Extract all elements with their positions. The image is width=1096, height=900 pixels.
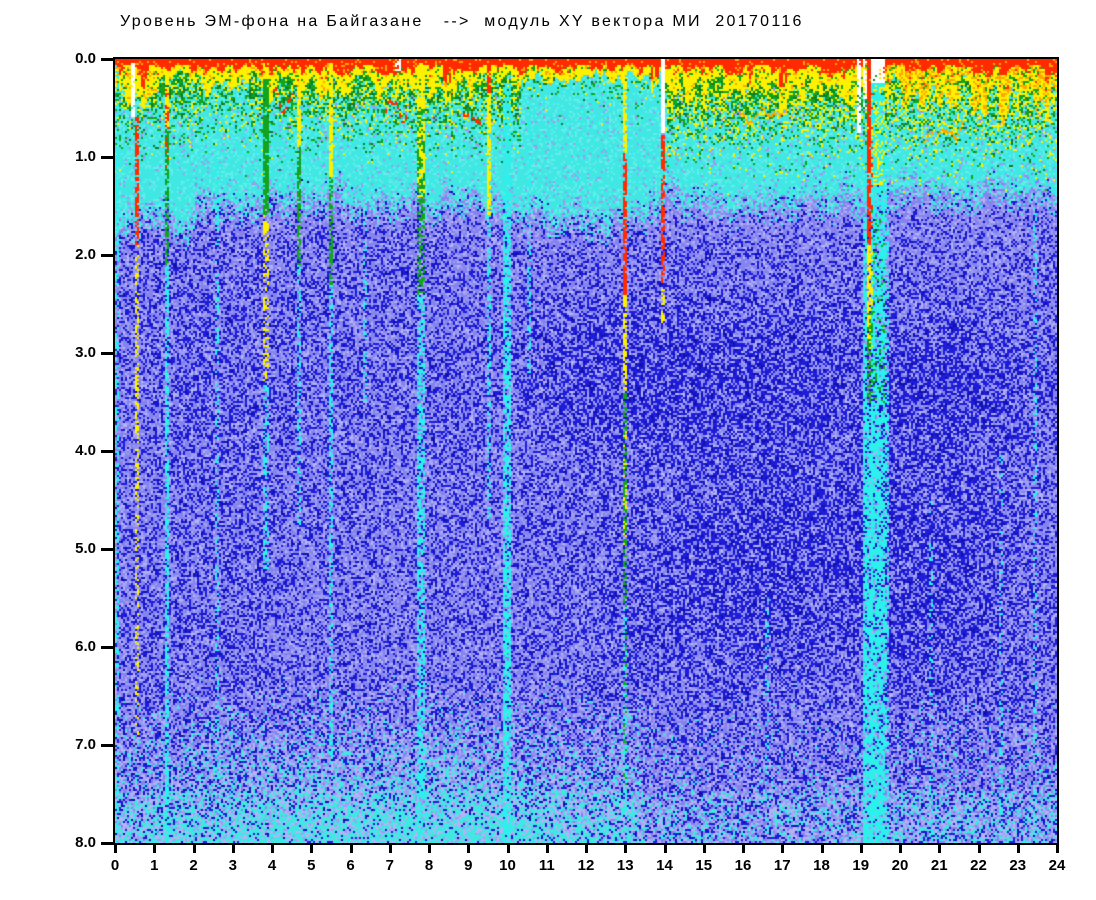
y-tick-label: 0.0 — [75, 50, 96, 67]
x-tick-label: 15 — [695, 857, 713, 874]
x-tick-label: 17 — [773, 857, 791, 874]
x-tick-mark — [231, 845, 235, 853]
x-tick-mark — [624, 845, 628, 853]
x-tick-mark — [271, 845, 274, 853]
y-tick-label: 4.0 — [75, 442, 96, 459]
y-tick-mark — [101, 254, 113, 257]
x-tick-mark — [1016, 845, 1020, 853]
x-tick-mark — [192, 845, 196, 853]
x-tick-label: 6 — [346, 857, 355, 874]
x-tick-mark — [859, 845, 863, 853]
x-tick-mark — [153, 845, 157, 853]
y-tick-label: 5.0 — [75, 540, 96, 557]
y-tick-label: 6.0 — [75, 638, 96, 655]
y-tick-label: 2.0 — [75, 246, 96, 263]
x-tick-label: 23 — [1009, 857, 1027, 874]
x-tick-label: 21 — [930, 857, 948, 874]
x-tick-label: 10 — [499, 857, 516, 874]
x-tick-mark — [506, 845, 510, 853]
y-tick-mark — [101, 548, 113, 551]
y-tick-mark — [101, 646, 113, 649]
x-tick-mark — [938, 845, 942, 853]
y-tick-mark — [101, 352, 113, 355]
x-tick-mark — [977, 845, 981, 853]
x-tick-label: 8 — [424, 857, 434, 874]
y-tick-mark — [101, 842, 113, 845]
x-tick-mark — [781, 845, 785, 853]
y-tick-label: 7.0 — [75, 736, 96, 753]
x-tick-mark — [899, 845, 902, 853]
y-tick-label: 1.0 — [75, 148, 96, 165]
plot-frame — [113, 57, 1059, 845]
x-tick-label: 14 — [656, 857, 673, 874]
x-tick-label: 13 — [616, 857, 634, 874]
x-tick-label: 4 — [267, 857, 277, 874]
y-tick-label: 3.0 — [75, 344, 96, 361]
y-tick-mark — [101, 450, 113, 453]
x-tick-label: 19 — [852, 857, 870, 874]
x-tick-mark — [349, 845, 353, 853]
x-tick-label: 12 — [577, 857, 595, 874]
x-tick-label: 11 — [538, 857, 555, 874]
x-tick-label: 5 — [307, 857, 316, 874]
x-tick-label: 1 — [150, 857, 159, 874]
x-tick-mark — [388, 845, 392, 853]
x-tick-mark — [545, 845, 549, 853]
x-tick-label: 20 — [891, 857, 909, 874]
x-tick-label: 0 — [110, 857, 120, 874]
x-tick-label: 7 — [385, 857, 394, 874]
y-tick-mark — [101, 156, 113, 159]
x-tick-label: 2 — [189, 857, 198, 874]
y-tick-mark — [101, 58, 113, 61]
x-tick-mark — [663, 845, 667, 853]
x-tick-label: 24 — [1048, 857, 1066, 874]
x-tick-mark — [467, 845, 471, 853]
x-tick-label: 3 — [228, 857, 237, 874]
x-tick-mark — [702, 845, 706, 853]
y-tick-label: 8.0 — [75, 834, 96, 851]
x-tick-mark — [428, 845, 431, 853]
chart-title: Уровень ЭМ-фона на Байгазане --> модуль … — [120, 13, 804, 30]
x-tick-mark — [585, 845, 588, 853]
x-tick-label: 18 — [813, 857, 830, 874]
x-tick-mark — [310, 845, 314, 853]
spectrogram-canvas — [115, 59, 1057, 843]
x-tick-label: 16 — [734, 857, 752, 874]
x-tick-mark — [820, 845, 824, 853]
x-tick-mark — [114, 845, 117, 853]
y-tick-mark — [101, 744, 113, 747]
x-tick-label: 22 — [970, 857, 987, 874]
x-tick-label: 9 — [464, 857, 473, 874]
x-tick-mark — [742, 845, 745, 853]
x-tick-mark — [1056, 845, 1059, 853]
